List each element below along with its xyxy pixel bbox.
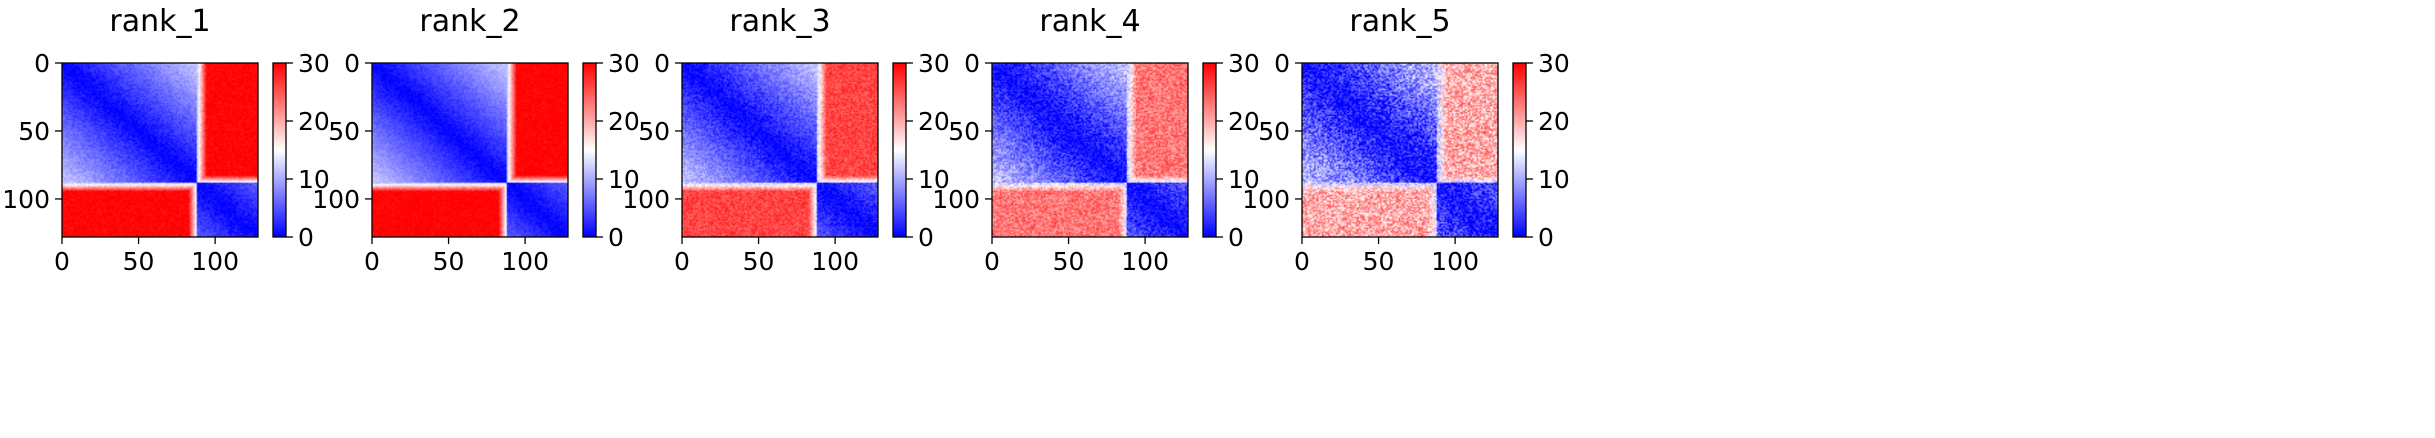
x-tick-label: 50 [433, 247, 465, 276]
y-tick-label: 100 [312, 185, 360, 214]
y-tick-label: 50 [18, 117, 50, 146]
x-tick-label: 0 [364, 247, 380, 276]
colorbar [273, 63, 286, 237]
x-tick-label: 100 [191, 247, 239, 276]
x-tick-label: 100 [501, 247, 549, 276]
colorbar-tick-label: 20 [1228, 107, 1260, 136]
panel-title: rank_5 [1349, 4, 1450, 39]
colorbar-tick-label: 30 [1228, 49, 1260, 78]
y-tick-label: 50 [328, 117, 360, 146]
y-tick-label: 0 [964, 49, 980, 78]
axes-frame [61, 62, 259, 238]
axes-frame [371, 62, 569, 238]
colorbar-tick-label: 10 [918, 165, 950, 194]
axes-frame [1301, 62, 1499, 238]
colorbar-frame [1202, 62, 1217, 238]
y-tick-label: 0 [34, 49, 50, 78]
colorbar-tick-label: 0 [608, 223, 624, 252]
y-tick-label: 0 [654, 49, 670, 78]
x-tick-label: 0 [674, 247, 690, 276]
panel-title: rank_3 [729, 4, 830, 39]
colorbar-tick-label: 0 [918, 223, 934, 252]
colorbar-tick-label: 30 [918, 49, 950, 78]
x-tick-label: 100 [1431, 247, 1479, 276]
colorbar-tick-label: 10 [298, 165, 330, 194]
colorbar-tick-label: 30 [298, 49, 330, 78]
x-tick-label: 50 [743, 247, 775, 276]
panel-title: rank_4 [1039, 4, 1140, 39]
heatmap-image [992, 63, 1188, 237]
heatmap-panel-3: rank_3 0 50 100 0 50 100 0 10 20 30 [622, 4, 950, 276]
x-tick-label: 0 [54, 247, 70, 276]
panel-title: rank_2 [419, 4, 520, 39]
colorbar-tick-label: 10 [608, 165, 640, 194]
heatmap-image [62, 63, 258, 237]
heatmap-panel-1: rank_1 0 50 100 0 50 100 0 10 20 30 [2, 4, 330, 276]
y-tick-label: 50 [1258, 117, 1290, 146]
colorbar-tick-label: 20 [298, 107, 330, 136]
heatmap-image [682, 63, 878, 237]
colorbar [1513, 63, 1526, 237]
x-tick-label: 0 [984, 247, 1000, 276]
colorbar-tick-label: 20 [918, 107, 950, 136]
colorbar-tick-label: 20 [608, 107, 640, 136]
x-tick-label: 50 [1363, 247, 1395, 276]
y-tick-label: 0 [1274, 49, 1290, 78]
colorbar-frame [1512, 62, 1527, 238]
x-tick-label: 50 [123, 247, 155, 276]
colorbar-tick-label: 0 [1228, 223, 1244, 252]
y-tick-label: 50 [948, 117, 980, 146]
heatmap-image [372, 63, 568, 237]
colorbar-tick-label: 0 [1538, 223, 1554, 252]
y-tick-label: 100 [1242, 185, 1290, 214]
colorbar-tick-label: 30 [1538, 49, 1570, 78]
x-tick-label: 50 [1053, 247, 1085, 276]
axes-frame [681, 62, 879, 238]
colorbar-tick-label: 0 [298, 223, 314, 252]
colorbar-tick-label: 10 [1538, 165, 1570, 194]
colorbar [1203, 63, 1216, 237]
colorbar-frame [582, 62, 597, 238]
colorbar [583, 63, 596, 237]
colorbar-frame [892, 62, 907, 238]
x-tick-label: 0 [1294, 247, 1310, 276]
y-tick-label: 100 [622, 185, 670, 214]
colorbar [893, 63, 906, 237]
colorbar-tick-label: 30 [608, 49, 640, 78]
colorbar-tick-label: 20 [1538, 107, 1570, 136]
heatmap-panel-2: rank_2 0 50 100 0 50 100 0 10 20 30 [312, 4, 640, 276]
y-tick-label: 50 [638, 117, 670, 146]
colorbar-tick-label: 10 [1228, 165, 1260, 194]
heatmap-image [1302, 63, 1498, 237]
colorbar-frame [272, 62, 287, 238]
y-tick-label: 100 [932, 185, 980, 214]
axes-frame [991, 62, 1189, 238]
heatmap-panel-5: rank_5 0 50 100 0 50 100 0 10 20 30 [1242, 4, 1570, 276]
x-tick-label: 100 [1121, 247, 1169, 276]
y-tick-label: 0 [344, 49, 360, 78]
y-tick-label: 100 [2, 185, 50, 214]
heatmap-panel-4: rank_4 0 50 100 0 50 100 0 10 20 30 [932, 4, 1260, 276]
x-tick-label: 100 [811, 247, 859, 276]
panel-title: rank_1 [109, 4, 210, 39]
